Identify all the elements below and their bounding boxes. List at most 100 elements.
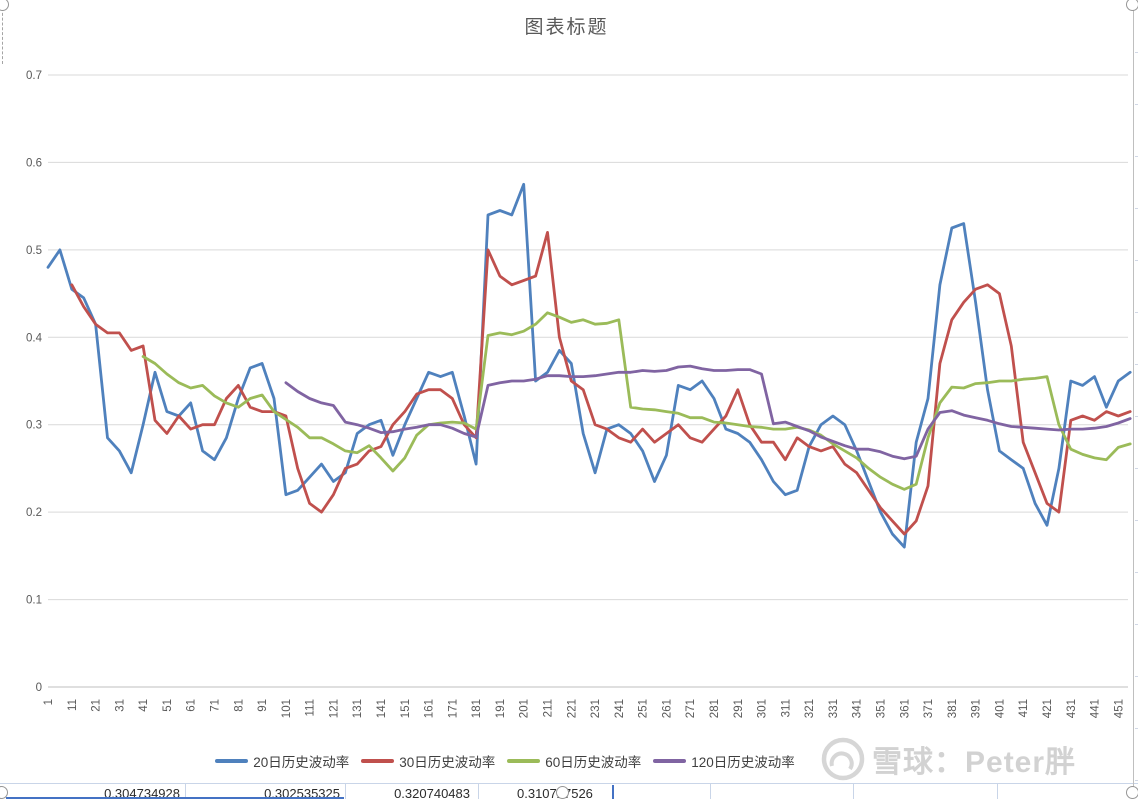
sheet-row-line xyxy=(1135,156,1138,157)
svg-text:271: 271 xyxy=(685,699,697,718)
svg-text:261: 261 xyxy=(661,699,673,718)
sheet-row-line xyxy=(1135,676,1138,677)
svg-text:311: 311 xyxy=(780,699,792,717)
svg-text:31: 31 xyxy=(114,699,126,712)
svg-text:141: 141 xyxy=(376,699,388,718)
sheet-row-line xyxy=(1135,260,1138,261)
svg-text:221: 221 xyxy=(566,699,578,718)
sheet-row-line xyxy=(1135,780,1138,781)
legend-label-30d: 30日历史波动率 xyxy=(399,755,496,770)
svg-text:131: 131 xyxy=(352,699,364,718)
svg-text:111: 111 xyxy=(305,699,317,716)
svg-text:401: 401 xyxy=(994,699,1006,718)
svg-text:0.4: 0.4 xyxy=(26,332,43,344)
svg-text:21: 21 xyxy=(91,699,103,712)
svg-text:301: 301 xyxy=(757,699,769,718)
svg-text:1: 1 xyxy=(43,699,55,705)
sheet-row-line xyxy=(1135,468,1138,469)
sheet-row-line xyxy=(1135,572,1138,573)
svg-text:321: 321 xyxy=(804,699,816,718)
selection-handle-bottom-right[interactable] xyxy=(1126,786,1138,799)
svg-text:441: 441 xyxy=(1090,699,1102,718)
cell-border xyxy=(710,784,711,799)
marquee-dashes xyxy=(2,8,3,64)
svg-text:91: 91 xyxy=(257,699,269,712)
selection-handle-top-left[interactable] xyxy=(0,0,9,11)
legend-item-30d[interactable]: 30日历史波动率 xyxy=(361,751,495,771)
svg-text:71: 71 xyxy=(209,699,221,712)
svg-text:361: 361 xyxy=(899,699,911,718)
svg-text:231: 231 xyxy=(590,699,602,718)
chart-legend: 20日历史波动率 30日历史波动率 60日历史波动率 120日历史波动率 xyxy=(0,751,1010,771)
svg-text:191: 191 xyxy=(495,699,507,718)
svg-text:201: 201 xyxy=(519,699,531,718)
legend-line-swatch-120d xyxy=(653,759,687,763)
chart-object[interactable]: 0 0.1 0.2 0.3 0.4 0.5 0.6 0.7 1 11 21 31 41 51 61 71 81 9… xyxy=(0,0,1133,783)
sheet-row-line xyxy=(1135,104,1138,105)
svg-text:431: 431 xyxy=(1066,699,1078,718)
svg-text:0.5: 0.5 xyxy=(26,245,42,257)
cell-border xyxy=(185,784,186,799)
cell-border xyxy=(478,784,479,799)
legend-line-swatch-60d xyxy=(507,759,541,763)
svg-text:371: 371 xyxy=(923,699,935,718)
svg-text:41: 41 xyxy=(138,699,150,712)
sheet-row-line xyxy=(1135,312,1138,313)
svg-text:181: 181 xyxy=(471,699,483,718)
svg-text:451: 451 xyxy=(1113,699,1125,718)
worksheet-cell-3[interactable]: 0.320740483 xyxy=(394,786,470,801)
svg-text:281: 281 xyxy=(709,699,721,718)
svg-text:101: 101 xyxy=(281,699,293,718)
svg-text:211: 211 xyxy=(542,699,554,717)
svg-text:421: 421 xyxy=(1042,699,1054,718)
svg-text:171: 171 xyxy=(447,699,459,718)
svg-text:151: 151 xyxy=(400,699,412,718)
svg-text:381: 381 xyxy=(947,699,959,718)
svg-text:81: 81 xyxy=(233,699,245,712)
svg-text:0.7: 0.7 xyxy=(26,70,42,82)
svg-text:341: 341 xyxy=(852,699,864,718)
svg-text:391: 391 xyxy=(971,699,983,718)
svg-text:411: 411 xyxy=(1018,699,1030,717)
chart-right-border xyxy=(1133,0,1134,798)
svg-text:251: 251 xyxy=(638,699,650,718)
svg-text:11: 11 xyxy=(67,699,79,711)
svg-text:0: 0 xyxy=(36,682,42,694)
selection-handle-bottom-center[interactable] xyxy=(556,786,569,799)
legend-label-60d: 60日历史波动率 xyxy=(545,755,642,770)
svg-text:61: 61 xyxy=(186,699,198,712)
svg-text:0.2: 0.2 xyxy=(26,507,42,519)
sheet-row-line xyxy=(1135,208,1138,209)
legend-item-20d[interactable]: 20日历史波动率 xyxy=(215,751,349,771)
cell-selection-underline xyxy=(6,797,344,799)
legend-item-60d[interactable]: 60日历史波动率 xyxy=(507,751,641,771)
svg-text:0.6: 0.6 xyxy=(26,157,42,169)
sheet-row-line xyxy=(1135,364,1138,365)
svg-text:331: 331 xyxy=(828,699,840,718)
svg-text:161: 161 xyxy=(424,699,436,718)
worksheet-strip: 0.304734928 0.302535325 0.320740483 0.31… xyxy=(0,783,1138,801)
svg-text:351: 351 xyxy=(875,699,887,718)
worksheet-cell-4[interactable]: 0.310727526 xyxy=(517,786,593,801)
svg-text:0.3: 0.3 xyxy=(26,420,42,432)
sheet-row-line xyxy=(1135,52,1138,53)
cell-border xyxy=(853,784,854,799)
legend-label-20d: 20日历史波动率 xyxy=(253,755,350,770)
svg-text:291: 291 xyxy=(733,699,745,718)
chart-title[interactable]: 图表标题 xyxy=(524,17,609,38)
legend-item-120d[interactable]: 120日历史波动率 xyxy=(653,751,795,771)
sheet-row-line xyxy=(1135,520,1138,521)
legend-line-swatch-20d xyxy=(215,759,249,763)
svg-text:51: 51 xyxy=(162,699,174,712)
sheet-row-line xyxy=(1135,416,1138,417)
svg-text:121: 121 xyxy=(328,699,340,718)
cell-border xyxy=(345,784,346,799)
legend-line-swatch-30d xyxy=(361,759,395,763)
legend-label-120d: 120日历史波动率 xyxy=(691,755,795,770)
selection-handle-top-right[interactable] xyxy=(1126,0,1138,11)
text-cursor xyxy=(612,785,614,799)
svg-text:241: 241 xyxy=(614,699,626,718)
svg-text:0.1: 0.1 xyxy=(26,595,42,607)
sheet-row-line xyxy=(1135,728,1138,729)
